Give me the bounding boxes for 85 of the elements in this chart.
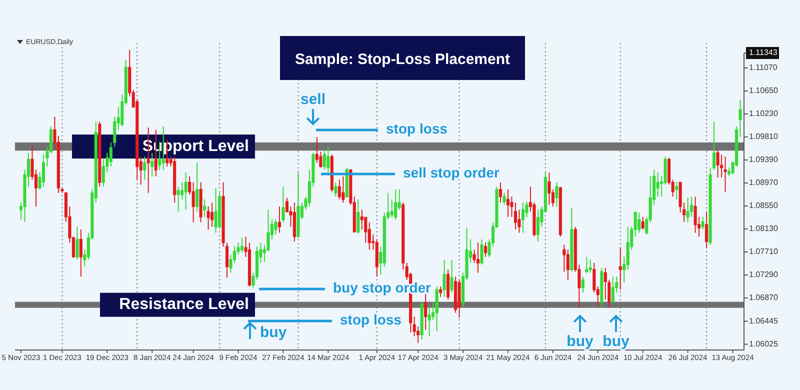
candlestick <box>334 182 338 198</box>
candlestick <box>476 242 480 274</box>
candlestick <box>76 226 79 260</box>
candlestick <box>446 268 450 300</box>
candlestick <box>618 247 622 290</box>
y-tick-label: 1.08550 <box>749 201 778 210</box>
candlestick <box>701 216 704 230</box>
candlestick <box>686 197 690 223</box>
candlestick <box>342 176 345 204</box>
candlestick <box>450 259 454 293</box>
candlestick <box>424 292 428 330</box>
candlestick <box>176 186 180 212</box>
candlestick <box>278 206 282 234</box>
annotation: buy <box>566 333 594 350</box>
candlestick <box>611 276 614 304</box>
candlestick <box>326 146 330 174</box>
candlestick <box>480 238 484 266</box>
candlestick <box>240 237 244 254</box>
band-label: Resistance Level <box>119 296 249 314</box>
candlestick <box>641 216 644 230</box>
candlestick <box>638 212 641 234</box>
candlestick <box>338 179 341 200</box>
candlestick <box>435 286 438 332</box>
annotation: sell <box>300 91 326 108</box>
candlestick <box>214 187 218 234</box>
candlestick <box>428 306 431 337</box>
candlestick <box>724 156 727 192</box>
candlestick <box>555 182 558 208</box>
candlestick <box>502 192 506 206</box>
candlestick <box>458 279 461 318</box>
candlestick <box>296 172 300 238</box>
candlestick <box>506 189 510 218</box>
y-tick-label: 1.10230 <box>749 109 778 118</box>
candlestick <box>705 212 708 248</box>
candlestick <box>282 186 285 223</box>
chart-title: Sample: Stop-Loss Placement <box>294 50 510 68</box>
candlestick <box>442 259 446 298</box>
y-tick-label: 1.07710 <box>749 247 778 256</box>
candlestick <box>315 136 318 164</box>
candlestick <box>585 256 588 274</box>
y-tick-label: 1.10650 <box>749 86 778 96</box>
candlestick <box>694 196 697 234</box>
candlestick <box>199 182 202 223</box>
annotation: sell stop order <box>403 164 500 181</box>
annotation: buy <box>260 324 288 341</box>
candlestick <box>548 172 551 206</box>
candlestick <box>184 172 188 210</box>
candlestick <box>203 198 206 218</box>
y-tick-label: 1.11070 <box>749 63 778 72</box>
y-tick-label: 1.06025 <box>749 339 778 348</box>
candlestick <box>521 202 525 234</box>
y-tick-label: 1.11343 <box>749 48 778 58</box>
y-tick-label: 1.07290 <box>749 270 778 280</box>
annotation: buy <box>602 333 630 350</box>
candlestick <box>173 156 176 204</box>
candlestick <box>394 189 398 220</box>
candlestick <box>210 202 214 228</box>
candlestick <box>570 207 574 272</box>
candlestick <box>375 238 378 278</box>
candlestick <box>196 162 199 212</box>
candlestick <box>738 99 742 138</box>
y-tick-label: 1.09390 <box>749 155 778 164</box>
y-tick-label: 1.06870 <box>749 293 778 302</box>
candlestick <box>356 198 360 234</box>
annotation: stop loss <box>340 312 402 328</box>
candlestick <box>454 276 458 314</box>
candlestick <box>292 202 296 242</box>
candlestick <box>588 259 592 274</box>
y-tick-label: 1.06445 <box>749 316 778 326</box>
y-tick-label: 1.08130 <box>749 224 778 234</box>
candlestick <box>484 242 488 258</box>
candlestick <box>566 249 570 280</box>
candlestick <box>536 209 540 242</box>
candlestick <box>206 206 210 230</box>
y-tick-label: 1.08970 <box>749 178 778 188</box>
candlestick <box>581 276 584 293</box>
candlestick <box>498 182 502 204</box>
annotation: stop loss <box>386 120 448 137</box>
candlestick <box>79 229 82 278</box>
candlestick <box>716 149 720 178</box>
candlestick <box>322 149 326 170</box>
candlestick <box>439 286 442 298</box>
candlestick <box>143 156 146 180</box>
y-tick-label: 1.09810 <box>749 132 778 142</box>
candlestick <box>675 181 678 200</box>
